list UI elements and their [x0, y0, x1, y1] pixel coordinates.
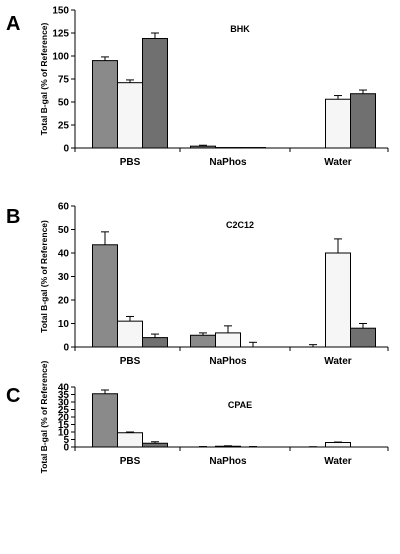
y-tick-label: 50: [58, 225, 70, 236]
y-tick-label: 100: [52, 52, 69, 63]
bar: [92, 393, 118, 448]
panel-label: A: [6, 13, 20, 35]
y-tick-label: 20: [58, 296, 70, 307]
y-axis-label: Total B-gal (% of Reference): [39, 220, 49, 333]
panel-label: B: [6, 206, 20, 228]
x-tick-label: Water: [324, 456, 352, 467]
y-tick-label: 0: [63, 443, 69, 454]
bar: [92, 244, 118, 348]
chart-title: BHK: [230, 24, 250, 34]
y-tick-label: 0: [63, 343, 69, 354]
y-tick-label: 30: [58, 398, 70, 409]
x-tick-label: Water: [324, 157, 352, 168]
x-tick-label: Water: [324, 356, 352, 367]
chart-title: CPAE: [228, 400, 252, 410]
bar: [117, 320, 143, 348]
bar: [117, 432, 143, 448]
bar: [325, 98, 351, 149]
y-tick-label: 60: [58, 202, 70, 213]
y-tick-label: 25: [58, 405, 70, 416]
y-tick-label: 35: [58, 390, 70, 401]
y-tick-label: 25: [58, 121, 70, 132]
y-tick-label: 150: [52, 6, 69, 17]
y-axis-label: Total B-gal (% of Reference): [39, 360, 49, 473]
bar: [325, 252, 351, 348]
x-tick-label: PBS: [120, 157, 141, 168]
y-tick-label: 40: [58, 249, 70, 260]
y-tick-label: 125: [52, 29, 69, 40]
bar: [215, 332, 241, 348]
bar: [350, 93, 376, 149]
x-tick-label: NaPhos: [209, 356, 247, 367]
x-tick-label: NaPhos: [209, 456, 247, 467]
y-tick-label: 75: [58, 75, 70, 86]
y-tick-label: 10: [58, 428, 70, 439]
y-tick-label: 20: [58, 413, 70, 424]
panel-label: C: [6, 385, 20, 407]
x-tick-label: NaPhos: [209, 157, 247, 168]
bar: [142, 442, 168, 448]
bar: [142, 337, 168, 348]
bar: [215, 445, 241, 448]
y-tick-label: 10: [58, 319, 70, 330]
y-tick-label: 50: [58, 98, 70, 109]
y-tick-label: 30: [58, 272, 70, 283]
y-axis-label: Total B-gal (% of Reference): [39, 22, 49, 135]
bar: [190, 145, 216, 149]
bar: [92, 60, 118, 149]
y-tick-label: 5: [63, 435, 69, 446]
bar: [325, 442, 351, 448]
x-tick-label: PBS: [120, 456, 141, 467]
bar: [142, 38, 168, 149]
bar: [350, 327, 376, 348]
y-tick-label: 0: [63, 144, 69, 155]
y-tick-label: 15: [58, 420, 70, 431]
y-tick-label: 40: [58, 383, 70, 394]
x-tick-label: PBS: [120, 356, 141, 367]
bar: [190, 334, 216, 348]
bar: [117, 82, 143, 149]
chart-title: C2C12: [226, 220, 254, 230]
